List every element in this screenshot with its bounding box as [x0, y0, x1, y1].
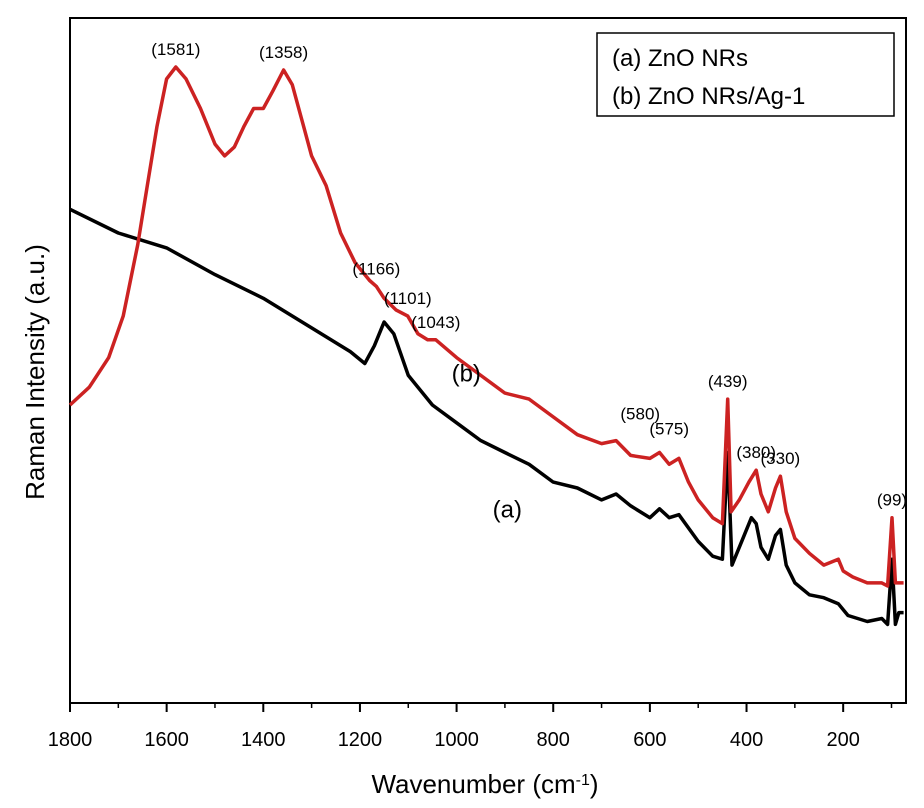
- peak-label: (575): [649, 420, 689, 439]
- y-axis-title: Raman Intensity (a.u.): [20, 244, 50, 500]
- peak-labels: (1581) (1358) (1166) (1101) (1043) (580)(575)…: [151, 40, 907, 510]
- x-axis-title-main: Wavenumber (cm: [371, 769, 575, 799]
- x-tick-label: 1000: [434, 729, 479, 751]
- peak-label: (330): [761, 449, 801, 468]
- x-axis-title-superscript: -1: [576, 772, 590, 789]
- peak-label: (1101): [384, 289, 432, 308]
- curve-labels: (b) (a): [452, 360, 522, 523]
- legend-entry-a: (a) ZnO NRs: [612, 45, 748, 72]
- curve-label: (b): [452, 360, 481, 387]
- legend-box: [596, 32, 895, 117]
- x-tick-label: 600: [633, 729, 666, 751]
- x-tick-label: 800: [537, 729, 570, 751]
- peak-label: (1358): [259, 43, 308, 62]
- x-tick-label: 1400: [241, 729, 286, 751]
- legend: (a) ZnO NRs (b) ZnO NRs/Ag-1: [596, 32, 895, 117]
- peak-label: (580): [620, 405, 660, 424]
- series-layer: [68, 65, 904, 627]
- x-axis-title-suffix: ): [590, 769, 599, 799]
- legend-entry-b: (b) ZnO NRs/Ag-1: [612, 83, 805, 110]
- peak-label: (380): [736, 443, 776, 462]
- x-tick-label: 200: [826, 729, 859, 751]
- plot-frame: [69, 17, 907, 704]
- x-axis-ticks: 1800 1600 1400 1200 1000 800 600 400 200: [48, 703, 893, 751]
- series-line-b: [68, 65, 904, 588]
- peak-label: (1581): [151, 40, 200, 59]
- x-tick-label: 1200: [338, 729, 383, 751]
- peak-label: (439): [708, 372, 748, 391]
- x-tick-label: 1600: [144, 729, 189, 751]
- peak-label: (1166): [352, 259, 400, 278]
- x-axis-title: Wavenumber (cm-1): [371, 769, 598, 799]
- series-line-a: [69, 207, 904, 627]
- x-tick-label: 1800: [48, 729, 93, 751]
- curve-label: (a): [493, 497, 522, 524]
- peak-label: (99): [877, 491, 907, 510]
- x-tick-label: 400: [730, 729, 763, 751]
- peak-label: (1043): [411, 313, 460, 332]
